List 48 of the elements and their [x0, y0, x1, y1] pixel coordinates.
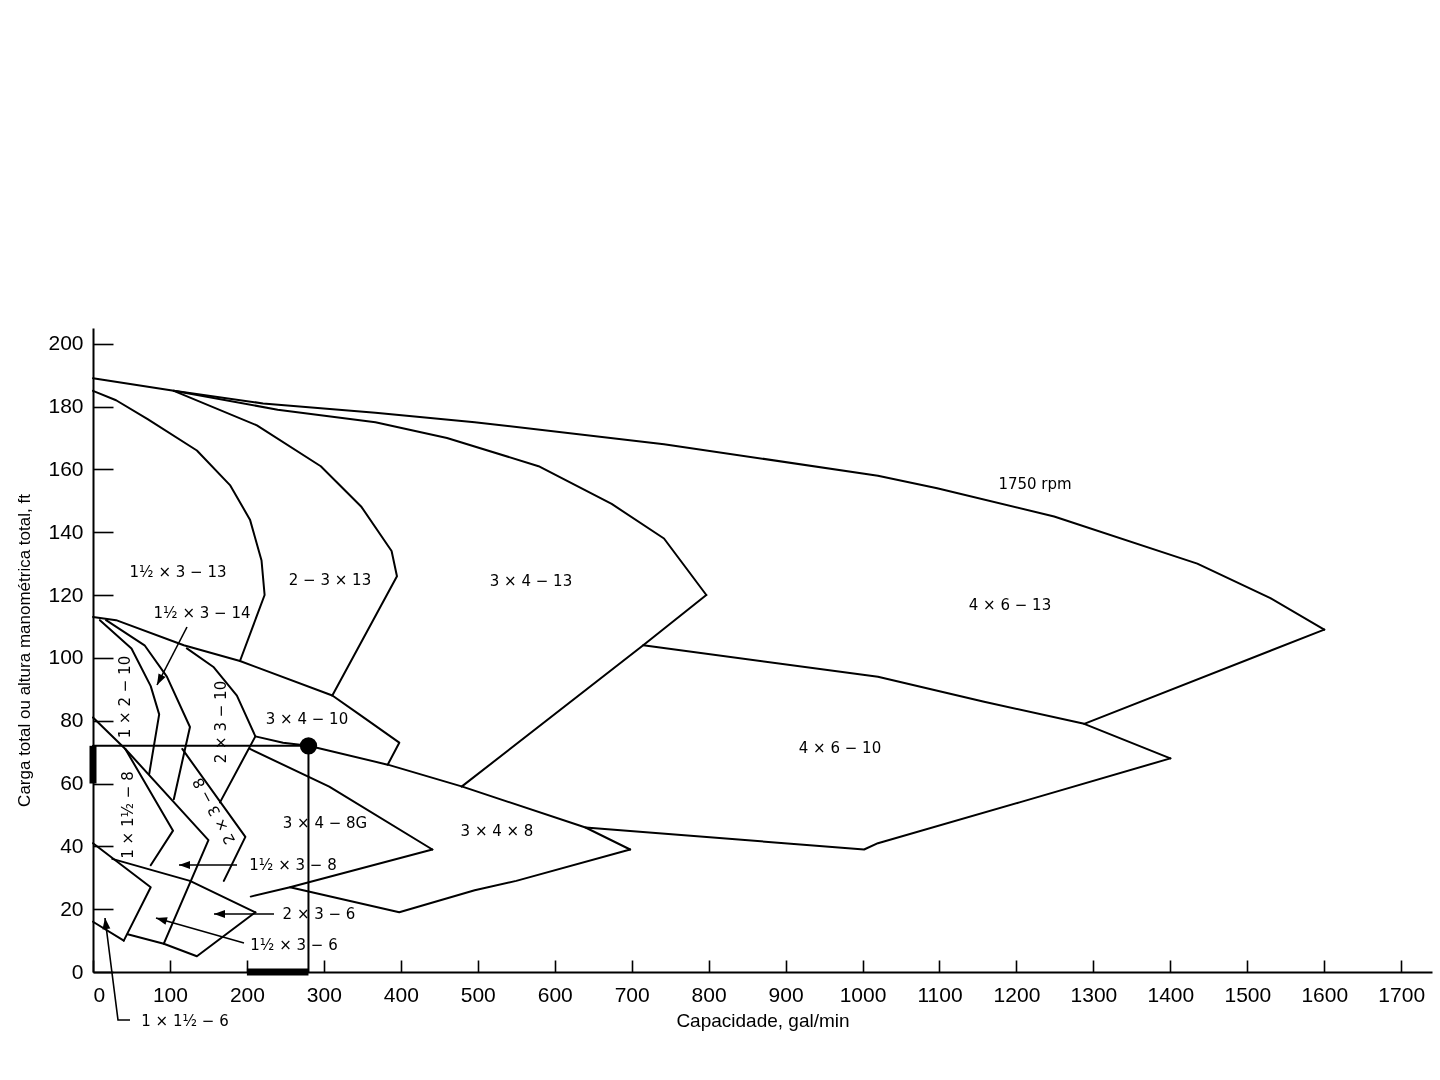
x-tick-label: 500	[460, 982, 496, 1006]
y-tick-label: 100	[48, 645, 84, 669]
y-tick-label: 180	[48, 394, 84, 418]
annotation: 1½ × 3 − 13	[129, 563, 227, 581]
annotation: 4 × 6 − 13	[968, 596, 1052, 614]
annotation: 1½ × 3 − 6	[250, 936, 338, 954]
x-tick-label: 900	[768, 982, 804, 1006]
y-tick-label: 160	[48, 456, 84, 480]
annotation: 1½ × 3 − 14	[153, 604, 251, 622]
x-tick-label: 1700	[1378, 982, 1426, 1006]
x-tick-label: 100	[152, 982, 188, 1006]
y-tick-label: 60	[60, 771, 84, 795]
y-tick-label: 80	[60, 708, 84, 732]
x-tick-label: 800	[691, 982, 727, 1006]
annotation: 3 × 4 − 10	[265, 710, 349, 728]
y-tick-label: 0	[71, 959, 84, 983]
x-tick-label: 700	[614, 982, 650, 1006]
annotation: 4 × 6 − 10	[798, 739, 882, 757]
annotation: 3 × 4 − 8G	[282, 814, 368, 832]
x-tick-label: 1000	[839, 982, 887, 1006]
x-tick-label: 200	[229, 982, 265, 1006]
y-axis-title: Carga total ou altura manométrica total, ft	[15, 493, 35, 807]
y-tick-label: 120	[48, 582, 84, 606]
text: 1 × 1½ − 6	[141, 1012, 229, 1030]
x-tick-label: 300	[306, 982, 342, 1006]
annotation: 2 × 3 − 8	[188, 774, 240, 848]
x-axis-title: Capacidade, gal/min	[676, 1009, 850, 1031]
x-tick-label: 0	[93, 982, 106, 1006]
x-tick-label: 1200	[993, 982, 1041, 1006]
y-tick-label: 200	[48, 331, 84, 355]
y-tick-label: 140	[48, 519, 84, 543]
annotation: 1½ × 3 − 8	[249, 856, 337, 874]
annotation: 1 × 1½ − 8	[119, 771, 137, 859]
y-tick-label: 40	[60, 833, 84, 857]
x-tick-label: 1300	[1070, 982, 1118, 1006]
x-tick-label: 1100	[917, 982, 963, 1006]
x-tick-label: 1500	[1224, 982, 1272, 1006]
x-tick-label: 1400	[1147, 982, 1195, 1006]
x-tick-label: 400	[383, 982, 419, 1006]
annotation: 3 × 4 − 13	[489, 572, 573, 590]
y-tick-label: 20	[60, 896, 84, 920]
annotation: 1 × 2 − 10	[116, 655, 134, 739]
annotation: 3 × 4 × 8	[460, 822, 534, 840]
x-tick-label: 1600	[1301, 982, 1349, 1006]
annotation: 2 − 3 × 13	[288, 571, 372, 589]
annotation: 1750 rpm	[998, 475, 1072, 493]
x-tick-label: 600	[537, 982, 573, 1006]
annotation: 2 × 3 − 6	[282, 905, 356, 923]
